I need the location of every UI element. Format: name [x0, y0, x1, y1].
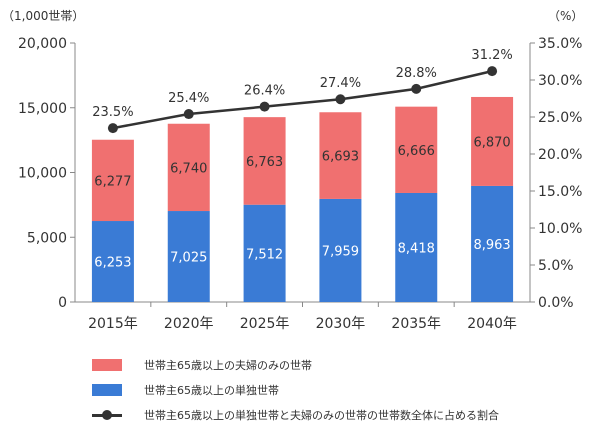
- right-tick-label: 35.0%: [538, 36, 582, 52]
- data-label-single: 7,959: [322, 244, 359, 259]
- data-label-couple: 6,740: [170, 161, 207, 176]
- data-label-single: 8,963: [473, 238, 510, 253]
- data-label-couple: 6,693: [322, 150, 359, 165]
- legend-line-marker: [92, 409, 122, 421]
- bar-single-household: [319, 198, 362, 302]
- data-label-single: 7,512: [246, 247, 283, 262]
- bar-single-household: [167, 211, 210, 302]
- chart: （1,000世帯） （%） 0 5,000 10,000 15,000 20,000 0.…: [2, 9, 583, 332]
- legend-label-share: 世帯主65歳以上の単独世帯と夫婦のみの世帯の世帯数全体に占める割合: [144, 409, 499, 422]
- share-line-point: [259, 101, 270, 112]
- right-tick-label: 25.0%: [538, 110, 582, 126]
- left-tick-label: 15,000: [18, 101, 67, 117]
- x-tick-label: 2015年: [88, 316, 138, 332]
- data-labels: 6,253 6,277 7,025 6,740 7,512 6,763 7,959 6,693…: [92, 48, 512, 270]
- bars: [91, 96, 514, 302]
- bar-couple-household: [395, 106, 438, 193]
- share-line-point: [335, 94, 346, 105]
- x-tick-label: 2025年: [240, 316, 290, 332]
- legend-item-couple-households: 世帯主65歳以上の夫婦のみの世帯: [92, 355, 592, 375]
- bar-single-household: [395, 192, 438, 302]
- left-tick-label: 0: [58, 295, 67, 311]
- data-label-couple: 6,763: [246, 155, 283, 170]
- legend-swatch-couple: [92, 359, 122, 371]
- right-tick-label: 5.0%: [538, 258, 574, 274]
- data-label-single: 7,025: [170, 251, 207, 266]
- bar-couple-household: [243, 117, 286, 205]
- data-label-share: 25.4%: [168, 91, 209, 106]
- share-line-point: [183, 109, 194, 120]
- legend-label-couple: 世帯主65歳以上の夫婦のみの世帯: [144, 359, 312, 372]
- left-tick-label: 10,000: [18, 166, 67, 182]
- x-tick-label: 2020年: [164, 316, 214, 332]
- legend-swatch-single: [92, 384, 122, 396]
- left-axis-unit-label: （1,000世帯）: [2, 9, 84, 23]
- bar-single-household: [243, 204, 286, 302]
- right-axis-unit-label: （%）: [548, 9, 583, 23]
- bar-couple-household: [91, 139, 134, 222]
- data-label-share: 31.2%: [471, 48, 512, 63]
- legend-label-single: 世帯主65歳以上の単独世帯: [144, 384, 279, 397]
- x-tick-label: 2030年: [316, 316, 366, 332]
- share-line-path: [112, 69, 493, 130]
- right-tick-label: 30.0%: [538, 73, 582, 89]
- legend-item-single-households: 世帯主65歳以上の単独世帯: [92, 380, 592, 400]
- right-tick-label: 10.0%: [538, 221, 582, 237]
- data-label-single: 8,418: [398, 241, 435, 256]
- axes: 0 5,000 10,000 15,000 20,000 0.0% 5.0% 10.0% 15.…: [18, 36, 582, 332]
- data-label-share: 27.4%: [320, 76, 361, 91]
- data-label-couple: 6,666: [398, 144, 435, 159]
- x-tick-label: 2035年: [391, 316, 441, 332]
- data-label-share: 26.4%: [244, 84, 285, 99]
- share-line-point: [107, 123, 118, 134]
- bar-single-household: [91, 221, 134, 302]
- data-label-share: 28.8%: [396, 66, 437, 81]
- share-line-point: [411, 83, 422, 94]
- bar-couple-household: [319, 112, 362, 199]
- data-label-couple: 6,277: [94, 174, 131, 189]
- right-tick-label: 15.0%: [538, 184, 582, 200]
- bar-single-household: [471, 185, 514, 302]
- legend-item-share-line: 世帯主65歳以上の単独世帯と夫婦のみの世帯の世帯数全体に占める割合: [92, 405, 592, 425]
- data-label-single: 6,253: [94, 256, 131, 271]
- data-label-share: 23.5%: [92, 105, 133, 120]
- right-tick-label: 0.0%: [538, 295, 574, 311]
- percentage-line: [107, 66, 498, 134]
- left-tick-label: 20,000: [18, 36, 67, 52]
- bar-couple-household: [471, 96, 514, 186]
- share-line-point: [487, 66, 498, 77]
- data-label-couple: 6,870: [473, 135, 510, 150]
- x-tick-label: 2040年: [467, 316, 517, 332]
- left-tick-label: 5,000: [27, 230, 67, 246]
- right-tick-label: 20.0%: [538, 147, 582, 163]
- bar-couple-household: [167, 123, 210, 212]
